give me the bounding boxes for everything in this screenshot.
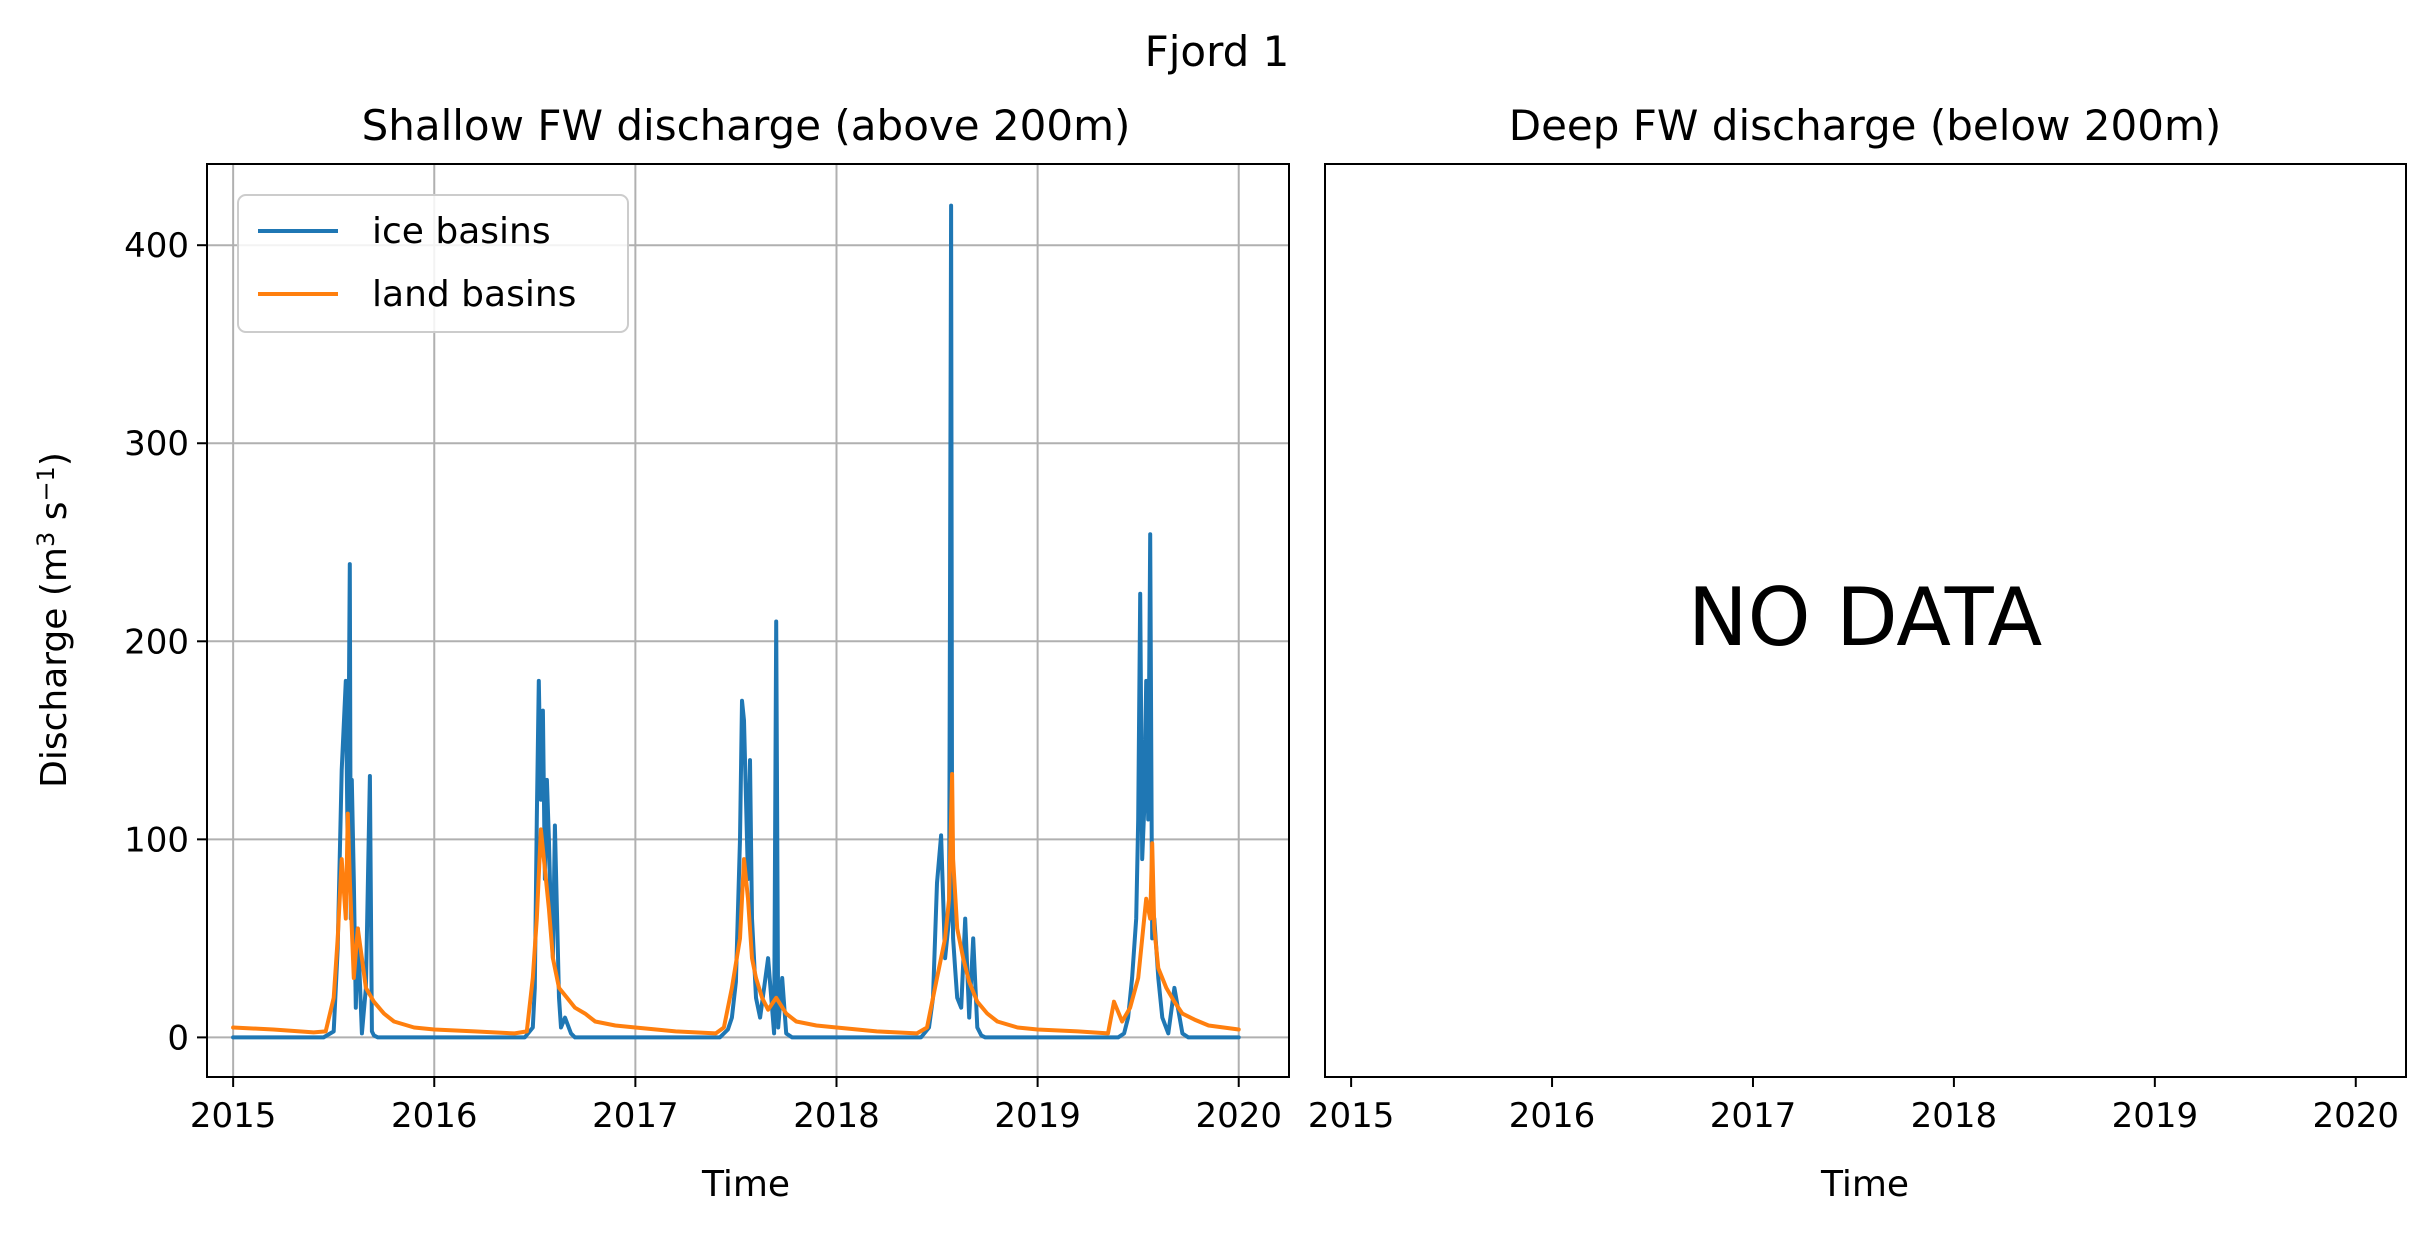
left-x-tick-label: 2017 (592, 1096, 679, 1136)
left-y-tick-label: 300 (124, 424, 189, 464)
legend-ice-label: ice basins (372, 211, 551, 252)
left-x-axis-label: Time (701, 1164, 790, 1205)
right-x-tick-label: 2016 (1509, 1096, 1596, 1136)
ice-basins-series-line (231, 203, 1241, 1040)
left-y-tick-label: 100 (124, 820, 189, 860)
ylabel-close: ) (34, 452, 75, 466)
right-x-tick-label: 2015 (1308, 1096, 1395, 1136)
ylabel-superscript-neg1: −1 (32, 466, 60, 501)
right-subplot: Deep FW discharge (below 200m) 2015 2016 2… (1308, 101, 2407, 1205)
figure-suptitle: Fjord 1 (1145, 27, 1290, 76)
left-subplot: Shallow FW discharge (above 200m) 2015 20… (32, 101, 1290, 1205)
right-subplot-title: Deep FW discharge (below 200m) (1509, 101, 2222, 150)
left-y-ticks: 0 100 200 300 400 (124, 226, 207, 1058)
no-data-annotation: NO DATA (1688, 571, 2043, 664)
left-grid (207, 164, 1289, 1077)
right-x-tick-label: 2018 (1911, 1096, 1998, 1136)
left-y-tick-label: 200 (124, 622, 189, 662)
right-x-tick-label: 2020 (2313, 1096, 2400, 1136)
ylabel-superscript-3: 3 (32, 532, 60, 547)
left-plot-lines (231, 203, 1241, 1040)
left-x-tick-label: 2016 (391, 1096, 478, 1136)
right-x-tick-label: 2019 (2112, 1096, 2199, 1136)
left-x-ticks: 2015 2016 2017 2018 2019 2020 (190, 1077, 1282, 1136)
legend-land-label: land basins (372, 274, 576, 315)
left-y-tick-label: 0 (167, 1018, 189, 1058)
legend: ice basins land basins (237, 194, 629, 333)
left-x-tick-label: 2020 (1195, 1096, 1282, 1136)
left-x-tick-label: 2015 (190, 1096, 277, 1136)
left-x-tick-label: 2019 (994, 1096, 1081, 1136)
left-subplot-title: Shallow FW discharge (above 200m) (362, 101, 1131, 150)
land-basins-series-line (231, 772, 1241, 1036)
right-x-axis-label: Time (1820, 1164, 1909, 1205)
left-x-tick-label: 2018 (793, 1096, 880, 1136)
left-axes-frame (206, 163, 1290, 1078)
right-axes-frame (1324, 163, 2407, 1078)
ylabel-seconds: s (34, 502, 75, 532)
left-y-axis-label: Discharge (m3 s−1) (32, 452, 75, 788)
left-y-tick-label: 400 (124, 226, 189, 266)
right-x-ticks: 2015 2016 2017 2018 2019 2020 (1308, 1077, 2399, 1136)
ylabel-main: Discharge (m (34, 547, 75, 788)
right-x-tick-label: 2017 (1710, 1096, 1797, 1136)
